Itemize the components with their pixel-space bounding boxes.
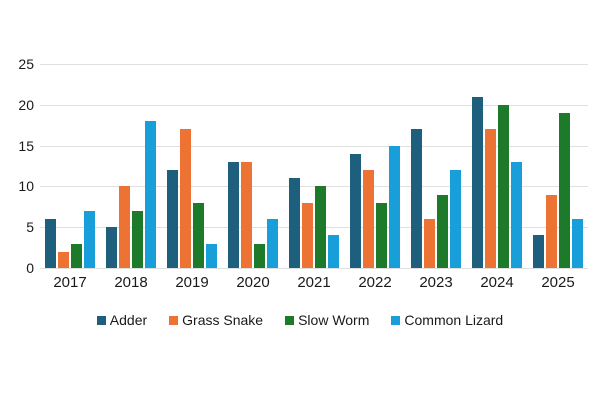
x-tick-label-2025: 2025 [541, 274, 575, 291]
bar-grass-snake-2019 [180, 129, 191, 268]
gridline-0 [40, 268, 588, 269]
bar-slow-worm-2025 [559, 113, 570, 268]
bar-common-lizard-2017 [84, 211, 95, 268]
gridline-10 [40, 186, 588, 188]
y-tick-label: 5 [26, 219, 34, 236]
legend-label: Adder [109, 312, 148, 328]
bar-grass-snake-2017 [58, 252, 69, 268]
bar-group-2022 [350, 64, 400, 268]
bar-group-2024 [472, 64, 522, 268]
bar-adder-2020 [228, 162, 239, 268]
x-tick-label-2021: 2021 [297, 274, 331, 291]
y-tick-label: 15 [18, 137, 34, 154]
bar-grass-snake-2018 [119, 186, 130, 268]
legend-swatch-icon [391, 315, 401, 325]
bar-slow-worm-2020 [254, 244, 265, 268]
y-tick-label: 0 [26, 260, 34, 276]
bar-common-lizard-2024 [511, 162, 522, 268]
bar-group-2021 [289, 64, 339, 268]
bar-common-lizard-2018 [145, 121, 156, 268]
y-tick-label: 20 [18, 96, 34, 113]
legend-label: Slow Worm [298, 312, 370, 328]
y-axis: 0 5 10 15 20 25 [0, 0, 34, 400]
legend-label: Common Lizard [404, 312, 504, 328]
gridline-25 [40, 64, 588, 65]
bar-slow-worm-2022 [376, 203, 387, 268]
bar-adder-2024 [472, 97, 483, 268]
bars-layer [40, 64, 588, 268]
legend-item-slow-worm: Slow Worm [285, 312, 369, 328]
legend-swatch-icon [169, 315, 179, 325]
bar-adder-2018 [106, 227, 117, 268]
bar-slow-worm-2019 [193, 203, 204, 268]
legend-swatch-icon [96, 315, 106, 325]
x-tick-label-2024: 2024 [480, 274, 514, 291]
bar-grass-snake-2020 [241, 162, 252, 268]
bar-common-lizard-2023 [450, 170, 461, 268]
bar-slow-worm-2021 [315, 186, 326, 268]
bar-adder-2021 [289, 178, 300, 268]
bar-slow-worm-2023 [437, 195, 448, 268]
bar-common-lizard-2019 [206, 244, 217, 268]
x-tick-label-2022: 2022 [358, 274, 392, 291]
bar-group-2020 [228, 64, 278, 268]
y-tick-label: 25 [18, 56, 34, 72]
bar-group-2019 [167, 64, 217, 268]
legend-label: Grass Snake [182, 312, 264, 328]
bar-group-2025 [533, 64, 583, 268]
bar-adder-2025 [533, 235, 544, 268]
x-tick-label-2017: 2017 [53, 274, 87, 291]
gridline-20 [40, 104, 588, 106]
bar-adder-2017 [45, 219, 56, 268]
legend-item-adder: Adder [96, 312, 148, 328]
bar-common-lizard-2025 [572, 219, 583, 268]
bar-group-2018 [106, 64, 156, 268]
bar-grass-snake-2021 [302, 203, 313, 268]
bar-grass-snake-2023 [424, 219, 435, 268]
legend: Adder Grass Snake Slow Worm Common Lizard [0, 312, 600, 328]
bar-grass-snake-2024 [485, 129, 496, 268]
y-tick-label: 10 [18, 178, 34, 195]
bar-grass-snake-2025 [546, 195, 557, 268]
x-tick-label-2019: 2019 [175, 274, 209, 291]
bar-common-lizard-2020 [267, 219, 278, 268]
bar-adder-2022 [350, 154, 361, 268]
x-axis: 2017 2018 2019 2020 2021 2022 2023 2024 2025 [40, 274, 588, 291]
x-tick-label-2020: 2020 [236, 274, 270, 291]
legend-item-common-lizard: Common Lizard [391, 312, 503, 328]
gridline-15 [40, 145, 588, 147]
bar-group-2017 [45, 64, 95, 268]
bar-grass-snake-2022 [363, 170, 374, 268]
x-tick-label-2018: 2018 [114, 274, 148, 291]
bar-slow-worm-2024 [498, 105, 509, 268]
legend-swatch-icon [285, 315, 295, 325]
legend-item-grass-snake: Grass Snake [169, 312, 263, 328]
gridline-5 [40, 227, 588, 229]
plot-area [40, 64, 588, 269]
bar-slow-worm-2018 [132, 211, 143, 268]
bar-slow-worm-2017 [71, 244, 82, 268]
bar-adder-2019 [167, 170, 178, 268]
bar-adder-2023 [411, 129, 422, 268]
bar-common-lizard-2021 [328, 235, 339, 268]
x-tick-label-2023: 2023 [419, 274, 453, 291]
bar-group-2023 [411, 64, 461, 268]
bar-common-lizard-2022 [389, 146, 400, 268]
